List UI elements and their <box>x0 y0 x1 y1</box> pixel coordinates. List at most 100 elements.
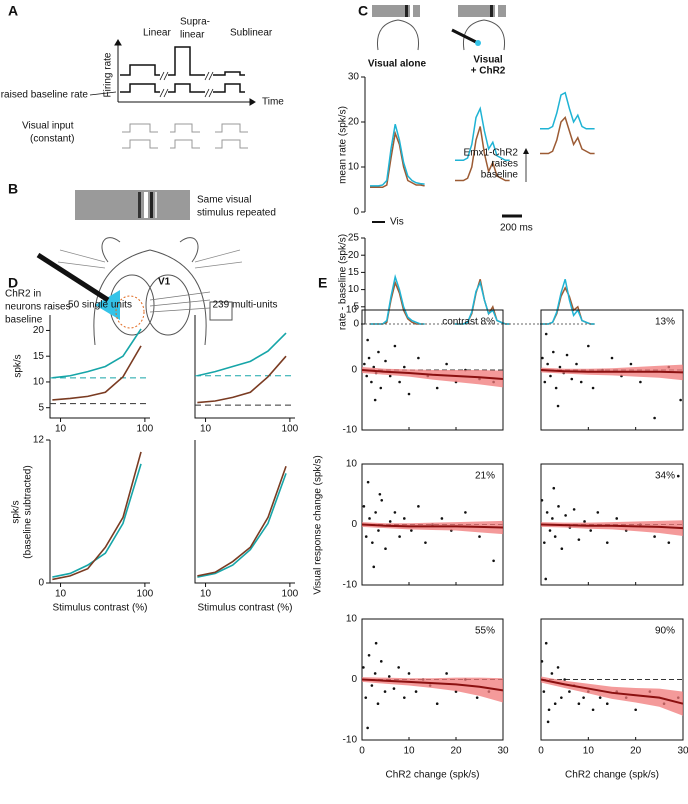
point <box>362 505 366 508</box>
series-line <box>197 332 287 377</box>
x-tick-label: 100 <box>137 424 154 435</box>
trace <box>370 130 425 188</box>
column-label: Linear <box>143 28 171 39</box>
y-tick-label: 0 <box>351 519 357 530</box>
point <box>591 708 595 712</box>
axes <box>194 440 295 584</box>
point <box>366 726 369 730</box>
point <box>551 517 554 520</box>
chart-label: contrast 8% <box>442 317 495 328</box>
axes <box>49 440 150 584</box>
y-tick-label: 10 <box>346 305 358 316</box>
panel-c-icons <box>372 5 506 51</box>
point <box>475 696 479 699</box>
point <box>540 660 544 663</box>
mean-line <box>361 523 504 529</box>
mean-line <box>361 369 504 380</box>
point <box>435 702 439 705</box>
x-tick-label: 100 <box>282 589 299 600</box>
panel-label: A <box>8 3 18 19</box>
panel-label: D <box>8 275 18 291</box>
y-tick-label: 25 <box>348 233 360 244</box>
point <box>414 690 418 693</box>
point <box>572 508 576 511</box>
point <box>549 374 552 378</box>
point <box>554 386 558 390</box>
point <box>373 672 377 675</box>
point <box>629 362 633 366</box>
point <box>372 565 376 569</box>
point <box>392 687 396 690</box>
point <box>676 474 680 478</box>
x-tick-label: 10 <box>200 424 212 435</box>
trace <box>370 280 425 325</box>
point <box>403 696 406 699</box>
point <box>575 362 578 366</box>
chart-title: 50 single units <box>68 300 132 311</box>
point <box>384 359 387 363</box>
y-axis-label: spk/s <box>11 500 22 523</box>
point <box>464 511 467 514</box>
x-tick-label: 10 <box>403 746 415 757</box>
point <box>365 374 369 378</box>
series-line <box>52 451 142 581</box>
y-tick-label: 5 <box>353 301 359 312</box>
trace <box>540 116 595 155</box>
chr2-note: ChR2 in <box>5 289 41 300</box>
series-line <box>52 345 142 401</box>
x-axis-label: Stimulus contrast (%) <box>197 603 292 614</box>
arrow-head <box>523 148 529 154</box>
point <box>373 398 377 402</box>
point <box>587 344 590 348</box>
point <box>543 541 546 544</box>
input-label: Visual input <box>22 121 74 132</box>
point <box>546 720 550 724</box>
x-tick-label: 0 <box>538 746 544 757</box>
point <box>579 380 583 384</box>
y-axis-label: mean rate (spk/s) <box>338 106 349 184</box>
point <box>679 398 682 402</box>
point <box>553 702 557 705</box>
point <box>556 404 560 408</box>
y-tick-label: 0 <box>351 365 357 376</box>
point <box>605 541 609 544</box>
panel-a-schematic <box>89 39 256 149</box>
point <box>653 535 656 538</box>
point <box>577 538 581 541</box>
point <box>445 362 448 366</box>
point <box>374 511 377 514</box>
trace <box>455 106 510 161</box>
point <box>368 517 371 520</box>
trace <box>540 279 595 325</box>
x-tick-label: 0 <box>359 746 365 757</box>
y-tick-label: 20 <box>33 325 45 336</box>
y-tick-label: 30 <box>348 72 360 83</box>
point <box>410 529 413 532</box>
stimulus-note: stimulus repeated <box>197 208 276 219</box>
mean-line <box>361 678 504 692</box>
panel-label: B <box>8 181 18 197</box>
trace <box>455 126 510 182</box>
axes <box>194 315 295 419</box>
point <box>577 702 581 705</box>
x-tick-label: 30 <box>677 746 688 757</box>
y-tick-label: 20 <box>348 250 360 261</box>
point <box>596 511 600 514</box>
point <box>417 505 420 508</box>
panel-label: E <box>318 275 327 291</box>
point <box>367 654 371 657</box>
point <box>363 362 366 366</box>
mean-line <box>540 523 684 530</box>
point <box>387 675 391 678</box>
mean-line <box>540 369 684 374</box>
series-line <box>197 465 287 577</box>
point <box>560 547 564 550</box>
x-axis-label: ChR2 change (spk/s) <box>565 770 659 781</box>
point <box>377 350 380 354</box>
point <box>435 386 439 390</box>
y-tick-label: 12 <box>33 435 45 446</box>
point <box>558 365 562 369</box>
chart-label: 21% <box>475 471 495 482</box>
x-tick-label: 10 <box>200 589 212 600</box>
x-tick-label: 10 <box>55 589 67 600</box>
